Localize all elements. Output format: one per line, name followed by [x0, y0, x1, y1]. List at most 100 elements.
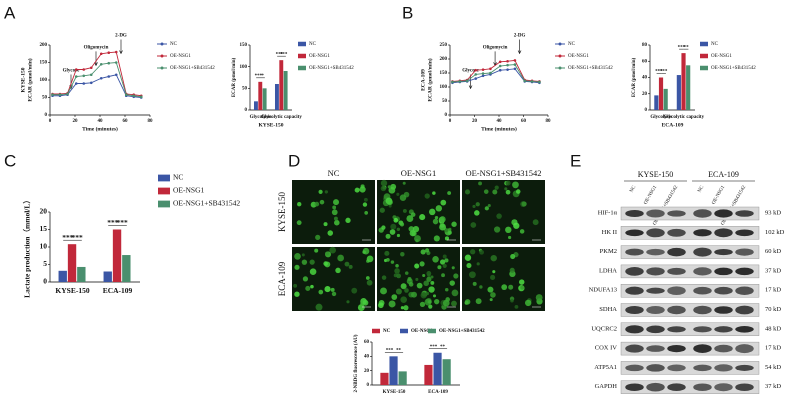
cell [331, 209, 338, 216]
protein-label: ATP5A1 [594, 364, 617, 371]
blot-band [667, 326, 686, 333]
cell [489, 298, 493, 302]
y-tick-label: 50 [42, 96, 48, 101]
data-point [481, 68, 485, 71]
y-tick-label: 100 [440, 85, 448, 90]
cell [510, 254, 516, 260]
annotation: Oligomycin [84, 46, 109, 51]
data-point [107, 61, 111, 65]
cell [451, 221, 457, 227]
cell [386, 199, 393, 206]
blot-band [714, 306, 733, 314]
legend-label: NC [568, 42, 576, 47]
legend-label: NC [173, 173, 183, 182]
cell [524, 299, 532, 307]
y-tick-label: 0 [367, 383, 370, 388]
cell [490, 274, 496, 281]
cell [380, 287, 387, 295]
cell [389, 229, 396, 235]
cell [441, 273, 445, 278]
panel-label: D [288, 151, 300, 170]
y-axis-label: ECA-109 [420, 69, 426, 91]
cell [390, 183, 397, 190]
blot-band [625, 383, 644, 391]
legend-marker [558, 42, 562, 46]
significance-label: *** [678, 45, 686, 50]
blot-band [714, 286, 733, 295]
y-axis-label: ECAR (pmol/min) [232, 58, 237, 98]
cell [327, 230, 334, 236]
bar [398, 371, 407, 385]
legend-swatch [158, 200, 170, 208]
cell [384, 250, 390, 256]
cell [396, 273, 401, 279]
significance-label: * [261, 74, 264, 79]
cell [428, 304, 433, 309]
x-tick-label: 40 [98, 119, 104, 124]
x-tick-label: Glycolytic capacity [261, 115, 302, 120]
cell [508, 284, 514, 290]
y-tick-label: 80 [642, 43, 648, 48]
cell [301, 259, 308, 265]
cell [333, 199, 340, 206]
cell [390, 223, 397, 230]
cell [494, 185, 499, 190]
y-tick-label: 50 [242, 86, 248, 91]
cell [348, 264, 353, 269]
blot-band [714, 326, 733, 333]
column-label: OE-NSG1+SB431542 [465, 168, 541, 178]
protein-label: HIF-1α [598, 209, 618, 216]
data-point [114, 73, 118, 77]
cell [400, 296, 407, 303]
blot-band [646, 364, 665, 372]
blot-band [714, 383, 733, 392]
bar [283, 71, 288, 110]
row-label: ECA-109 [277, 261, 287, 296]
cell [466, 263, 472, 269]
cell [403, 305, 409, 311]
blot-band [735, 383, 754, 391]
cell [324, 286, 331, 293]
y-axis-label: 2-NBDG fluorescence (AU) [354, 334, 359, 392]
cell [425, 248, 430, 253]
cell [315, 234, 321, 240]
cell [430, 280, 435, 285]
legend-swatch [298, 65, 306, 71]
cell [388, 300, 396, 308]
cell [470, 222, 477, 228]
blot-band [735, 326, 754, 333]
cell [294, 264, 300, 270]
cell [395, 264, 399, 268]
cell [362, 250, 366, 254]
cell [437, 265, 442, 270]
cell [335, 267, 341, 274]
blot-band [667, 345, 686, 353]
protein-label: PKM2 [600, 248, 617, 255]
significance-label: *** [107, 218, 119, 227]
annotation: 2-DG [514, 34, 526, 39]
cell [442, 263, 447, 269]
cell [505, 180, 511, 186]
cell [513, 222, 520, 229]
x-tick-label: 20 [472, 119, 478, 124]
cell [293, 283, 298, 288]
cell [351, 287, 358, 294]
cell [434, 215, 439, 220]
cell [337, 254, 344, 262]
cell [391, 294, 398, 300]
cell [364, 211, 369, 215]
blot-band [735, 248, 754, 256]
y-tick-label: 15 [40, 224, 48, 233]
cell [385, 258, 390, 262]
significance-label: *** [280, 52, 288, 57]
bar [658, 77, 664, 110]
blot-band [714, 364, 733, 372]
data-point [82, 68, 86, 71]
cell [332, 205, 337, 210]
legend-label: OE-NSG1 [173, 186, 204, 195]
lane-label: NC [697, 185, 705, 194]
cell [518, 279, 525, 285]
data-point [99, 52, 103, 56]
cell [329, 246, 336, 254]
bar [424, 364, 433, 385]
